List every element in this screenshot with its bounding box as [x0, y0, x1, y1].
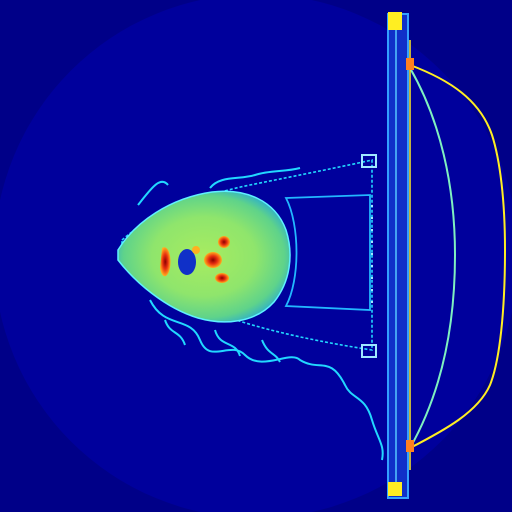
- tubing-lower-2: [164, 319, 281, 363]
- airway: [178, 249, 196, 275]
- tubing-lower: [149, 299, 384, 461]
- bone-structure-small: [192, 246, 200, 254]
- shell-clip-bottom: [406, 440, 414, 452]
- clamp-bottom: [361, 344, 377, 358]
- clamp-top: [361, 154, 377, 168]
- support-shell-outer: [409, 64, 507, 449]
- head-soft-tissue: [117, 190, 291, 323]
- headrest-support: [284, 194, 371, 311]
- bone-structure-center: [204, 252, 222, 268]
- couch-board: [387, 13, 409, 499]
- shell-clip-top: [406, 58, 414, 70]
- couch-end-top: [388, 12, 402, 30]
- bone-structure-left: [160, 247, 171, 277]
- support-shell-inner: [409, 67, 457, 449]
- bone-structure-upper: [218, 236, 230, 248]
- couch-end-bottom: [388, 482, 402, 496]
- bone-structure-lower: [215, 273, 229, 283]
- tubing-upper: [137, 167, 301, 206]
